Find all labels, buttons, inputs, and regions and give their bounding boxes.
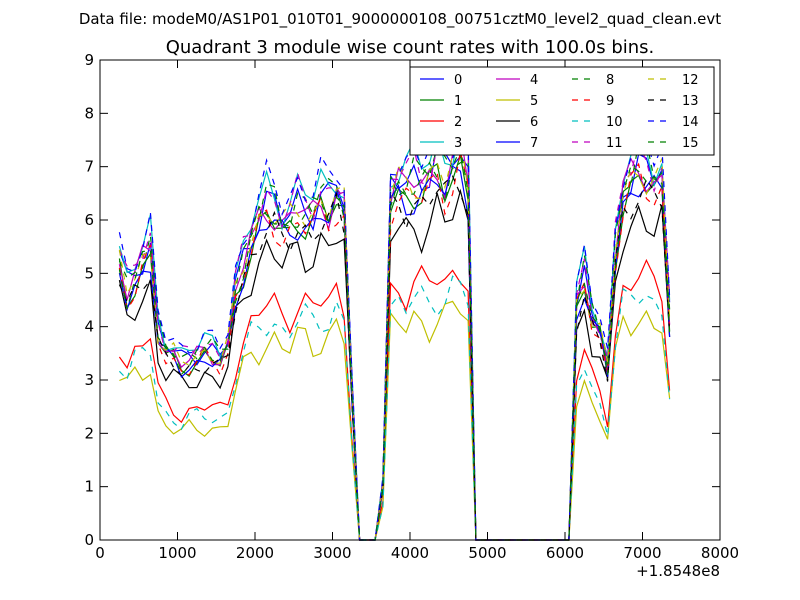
x-tick-label: 1000 [158, 544, 196, 562]
x-tick-label: 5000 [468, 544, 506, 562]
y-tick-label: 1 [84, 478, 94, 496]
legend-label: 8 [606, 73, 614, 88]
series-line-8 [118, 140, 671, 541]
legend-label: 13 [682, 94, 699, 109]
chart-suptitle: Data file: modeM0/AS1P01_010T01_90000001… [79, 10, 721, 29]
y-tick-label: 8 [84, 104, 94, 122]
legend-label: 10 [606, 115, 623, 130]
series-line-14 [118, 114, 671, 541]
legend-label: 7 [530, 136, 538, 151]
y-tick-label: 0 [84, 531, 94, 549]
series-line-11 [118, 133, 671, 541]
legend-label: 0 [454, 73, 462, 88]
legend-label: 5 [530, 94, 538, 109]
series-line-12 [118, 133, 671, 541]
legend-label: 11 [606, 136, 623, 151]
legend-label: 14 [682, 115, 699, 130]
x-tick-label: 4000 [391, 544, 429, 562]
legend-label: 15 [682, 136, 699, 151]
series-line-0 [118, 142, 671, 541]
series-line-15 [118, 146, 671, 541]
y-tick-label: 3 [84, 371, 94, 389]
x-tick-label: 7000 [623, 544, 661, 562]
x-offset-label: +1.8548e8 [636, 562, 720, 580]
legend-label: 4 [530, 73, 538, 88]
legend-label: 3 [454, 136, 462, 151]
legend-label: 12 [682, 73, 699, 88]
series-line-13 [118, 175, 671, 541]
series-line-9 [118, 151, 671, 541]
y-tick-label: 9 [84, 51, 94, 69]
legend-label: 2 [454, 115, 462, 130]
x-tick-label: 0 [95, 544, 105, 562]
series-line-5 [119, 300, 671, 541]
axes: 0 1000 2000 3000 4000 5000 6000 7000 80000123456… [84, 51, 739, 562]
series-line-2 [118, 258, 671, 541]
plot-lines [118, 114, 671, 541]
legend-label: 1 [454, 94, 462, 109]
x-tick-label: 8000 [701, 544, 739, 562]
y-tick-label: 2 [84, 424, 94, 442]
x-tick-label: 6000 [546, 544, 584, 562]
legend-label: 6 [530, 115, 538, 130]
chart-title: Quadrant 3 module wise count rates with … [166, 37, 655, 58]
legend-box [409, 66, 715, 156]
y-tick-label: 4 [84, 318, 94, 336]
y-tick-label: 5 [84, 264, 94, 282]
legend-label: 9 [606, 94, 614, 109]
x-tick-label: 2000 [236, 544, 274, 562]
series-line-10 [118, 275, 671, 541]
series-line-7 [118, 165, 671, 541]
series-line-1 [118, 155, 671, 541]
series-line-6 [118, 188, 671, 541]
y-tick-label: 7 [84, 158, 94, 176]
x-tick-label: 3000 [313, 544, 351, 562]
y-tick-label: 6 [84, 211, 94, 229]
